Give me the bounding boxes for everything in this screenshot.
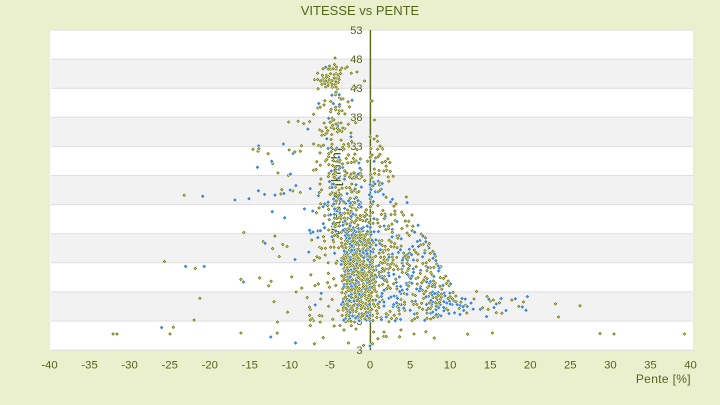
svg-text:-30: -30 — [121, 359, 137, 371]
svg-text:Pente [%]: Pente [%] — [636, 372, 691, 386]
svg-text:30: 30 — [604, 359, 617, 371]
svg-text:35: 35 — [644, 359, 657, 371]
svg-text:53: 53 — [350, 25, 362, 37]
svg-text:20: 20 — [524, 359, 537, 371]
svg-text:10: 10 — [444, 359, 457, 371]
svg-text:-25: -25 — [162, 359, 178, 371]
svg-text:25: 25 — [564, 359, 577, 371]
svg-text:-5: -5 — [325, 359, 335, 371]
svg-text:3: 3 — [356, 345, 362, 357]
svg-text:38: 38 — [350, 112, 362, 124]
svg-text:33: 33 — [350, 141, 362, 153]
svg-text:-20: -20 — [202, 359, 218, 371]
svg-text:5: 5 — [407, 359, 413, 371]
svg-text:-10: -10 — [282, 359, 298, 371]
svg-text:-35: -35 — [81, 359, 97, 371]
svg-text:VITESSE vs PENTE: VITESSE vs PENTE — [301, 3, 420, 18]
svg-text:-40: -40 — [41, 359, 57, 371]
svg-text:40: 40 — [684, 359, 697, 371]
svg-text:-15: -15 — [242, 359, 258, 371]
svg-text:0: 0 — [367, 359, 373, 371]
svg-text:15: 15 — [484, 359, 497, 371]
svg-text:48: 48 — [350, 54, 362, 66]
